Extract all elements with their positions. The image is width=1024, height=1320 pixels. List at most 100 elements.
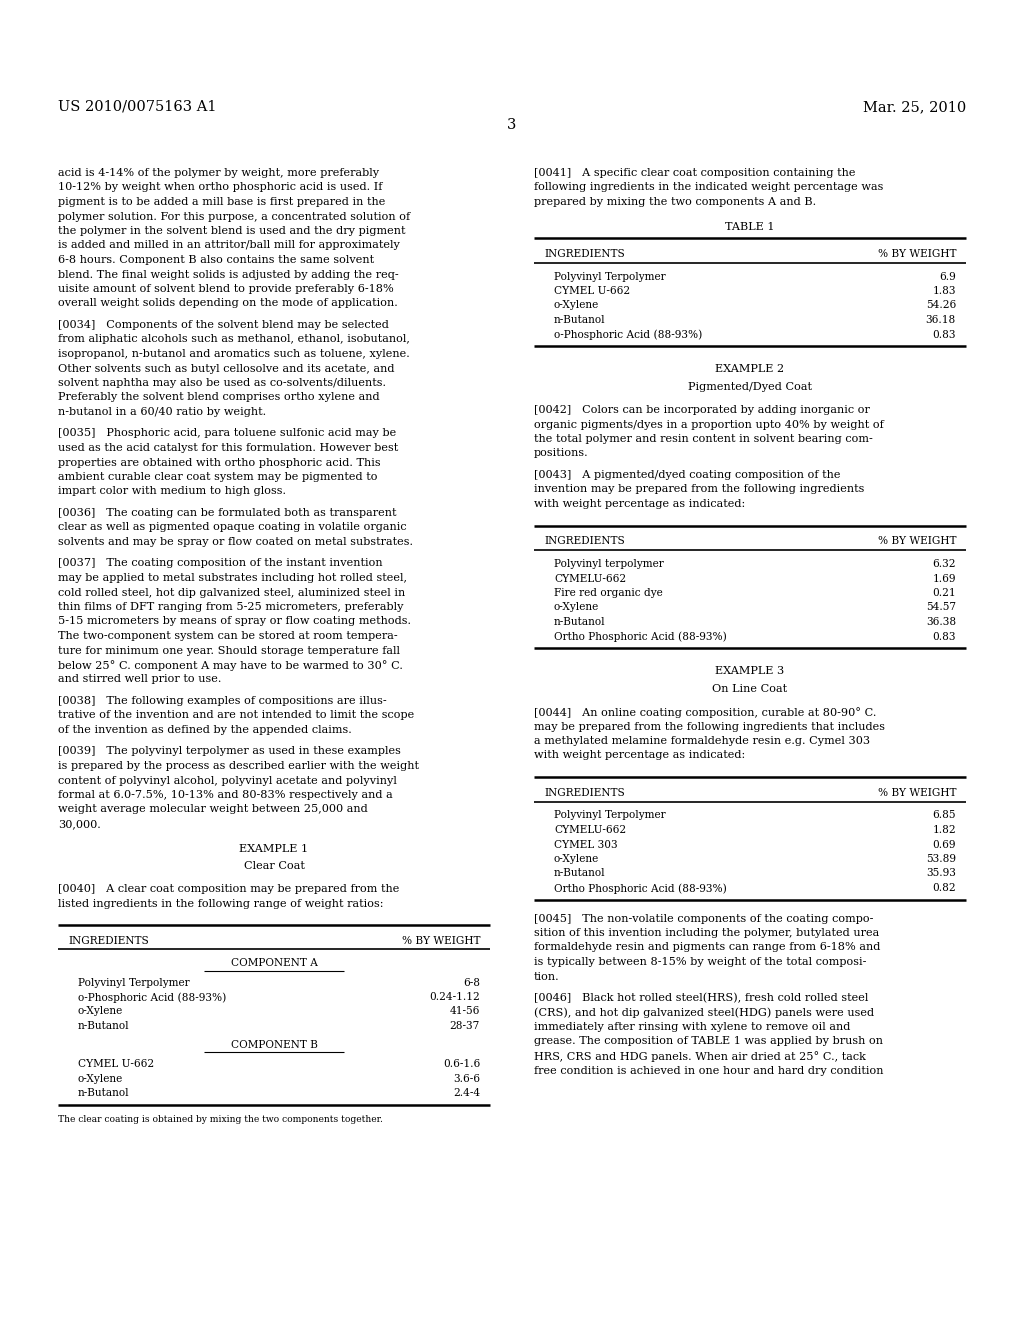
Text: Fire red organic dye: Fire red organic dye (554, 587, 663, 598)
Text: % BY WEIGHT: % BY WEIGHT (878, 536, 956, 546)
Text: isopropanol, n-butanol and aromatics such as toluene, xylene.: isopropanol, n-butanol and aromatics suc… (58, 348, 410, 359)
Text: 35.93: 35.93 (926, 869, 956, 879)
Text: 53.89: 53.89 (926, 854, 956, 865)
Text: n-Butanol: n-Butanol (78, 1088, 130, 1098)
Text: CYMELU-662: CYMELU-662 (554, 573, 626, 583)
Text: [0042]   Colors can be incorporated by adding inorganic or: [0042] Colors can be incorporated by add… (534, 405, 869, 414)
Text: formal at 6.0-7.5%, 10-13% and 80-83% respectively and a: formal at 6.0-7.5%, 10-13% and 80-83% re… (58, 789, 393, 800)
Text: 0.69: 0.69 (933, 840, 956, 850)
Text: 2.4-4: 2.4-4 (453, 1088, 480, 1098)
Text: free condition is achieved in one hour and hard dry condition: free condition is achieved in one hour a… (534, 1065, 884, 1076)
Text: [0035]   Phosphoric acid, para toluene sulfonic acid may be: [0035] Phosphoric acid, para toluene sul… (58, 429, 396, 438)
Text: CYMEL U-662: CYMEL U-662 (78, 1059, 155, 1069)
Text: tion.: tion. (534, 972, 560, 982)
Text: % BY WEIGHT: % BY WEIGHT (401, 936, 480, 945)
Text: CYMEL 303: CYMEL 303 (554, 840, 617, 850)
Text: 41-56: 41-56 (450, 1006, 480, 1016)
Text: pigment is to be added a mill base is first prepared in the: pigment is to be added a mill base is fi… (58, 197, 385, 207)
Text: the polymer in the solvent blend is used and the dry pigment: the polymer in the solvent blend is used… (58, 226, 406, 236)
Text: Polyvinyl Terpolymer: Polyvinyl Terpolymer (554, 810, 666, 821)
Text: CYMELU-662: CYMELU-662 (554, 825, 626, 836)
Text: positions.: positions. (534, 449, 589, 458)
Text: formaldehyde resin and pigments can range from 6-18% and: formaldehyde resin and pigments can rang… (534, 942, 881, 953)
Text: COMPONENT A: COMPONENT A (230, 958, 317, 968)
Text: Mar. 25, 2010: Mar. 25, 2010 (863, 100, 966, 114)
Text: o-Xylene: o-Xylene (78, 1006, 123, 1016)
Text: Ortho Phosphoric Acid (88-93%): Ortho Phosphoric Acid (88-93%) (554, 883, 727, 894)
Text: 54.26: 54.26 (926, 301, 956, 310)
Text: The two-component system can be stored at room tempera-: The two-component system can be stored a… (58, 631, 397, 642)
Text: immediately after rinsing with xylene to remove oil and: immediately after rinsing with xylene to… (534, 1022, 850, 1032)
Text: used as the acid catalyst for this formulation. However best: used as the acid catalyst for this formu… (58, 444, 398, 453)
Text: n-Butanol: n-Butanol (554, 869, 605, 879)
Text: acid is 4-14% of the polymer by weight, more preferably: acid is 4-14% of the polymer by weight, … (58, 168, 379, 178)
Text: 28-37: 28-37 (450, 1020, 480, 1031)
Text: [0044]   An online coating composition, curable at 80-90° C.: [0044] An online coating composition, cu… (534, 708, 877, 718)
Text: with weight percentage as indicated:: with weight percentage as indicated: (534, 751, 745, 760)
Text: 0.6-1.6: 0.6-1.6 (442, 1059, 480, 1069)
Text: cold rolled steel, hot dip galvanized steel, aluminized steel in: cold rolled steel, hot dip galvanized st… (58, 587, 406, 598)
Text: 36.18: 36.18 (926, 315, 956, 325)
Text: Polyvinyl Terpolymer: Polyvinyl Terpolymer (78, 978, 189, 987)
Text: invention may be prepared from the following ingredients: invention may be prepared from the follo… (534, 484, 864, 495)
Text: 3: 3 (507, 117, 517, 132)
Text: 0.83: 0.83 (933, 631, 956, 642)
Text: 30,000.: 30,000. (58, 818, 100, 829)
Text: INGREDIENTS: INGREDIENTS (68, 936, 148, 945)
Text: [0038]   The following examples of compositions are illus-: [0038] The following examples of composi… (58, 696, 387, 706)
Text: grease. The composition of TABLE 1 was applied by brush on: grease. The composition of TABLE 1 was a… (534, 1036, 883, 1047)
Text: 6.9: 6.9 (939, 272, 956, 281)
Text: EXAMPLE 2: EXAMPLE 2 (716, 364, 784, 374)
Text: 1.83: 1.83 (933, 286, 956, 296)
Text: 6-8 hours. Component B also contains the same solvent: 6-8 hours. Component B also contains the… (58, 255, 374, 265)
Text: 3.6-6: 3.6-6 (453, 1073, 480, 1084)
Text: solvent naphtha may also be used as co-solvents/diluents.: solvent naphtha may also be used as co-s… (58, 378, 386, 388)
Text: [0040]   A clear coat composition may be prepared from the: [0040] A clear coat composition may be p… (58, 884, 399, 895)
Text: INGREDIENTS: INGREDIENTS (544, 788, 625, 799)
Text: (CRS), and hot dip galvanized steel(HDG) panels were used: (CRS), and hot dip galvanized steel(HDG)… (534, 1007, 874, 1018)
Text: o-Xylene: o-Xylene (78, 1073, 123, 1084)
Text: and stirred well prior to use.: and stirred well prior to use. (58, 675, 221, 685)
Text: % BY WEIGHT: % BY WEIGHT (878, 249, 956, 259)
Text: a methylated melamine formaldehyde resin e.g. Cymel 303: a methylated melamine formaldehyde resin… (534, 737, 870, 746)
Text: Pigmented/Dyed Coat: Pigmented/Dyed Coat (688, 381, 812, 392)
Text: CYMEL U-662: CYMEL U-662 (554, 286, 630, 296)
Text: Clear Coat: Clear Coat (244, 861, 304, 871)
Text: below 25° C. component A may have to be warmed to 30° C.: below 25° C. component A may have to be … (58, 660, 402, 671)
Text: n-butanol in a 60/40 ratio by weight.: n-butanol in a 60/40 ratio by weight. (58, 407, 266, 417)
Text: EXAMPLE 3: EXAMPLE 3 (716, 667, 784, 676)
Text: [0037]   The coating composition of the instant invention: [0037] The coating composition of the in… (58, 558, 383, 569)
Text: The clear coating is obtained by mixing the two components together.: The clear coating is obtained by mixing … (58, 1114, 383, 1123)
Text: HRS, CRS and HDG panels. When air dried at 25° C., tack: HRS, CRS and HDG panels. When air dried … (534, 1051, 866, 1061)
Text: blend. The final weight solids is adjusted by adding the req-: blend. The final weight solids is adjust… (58, 269, 398, 280)
Text: n-Butanol: n-Butanol (554, 315, 605, 325)
Text: [0046]   Black hot rolled steel(HRS), fresh cold rolled steel: [0046] Black hot rolled steel(HRS), fres… (534, 993, 868, 1003)
Text: n-Butanol: n-Butanol (78, 1020, 130, 1031)
Text: o-Phosphoric Acid (88-93%): o-Phosphoric Acid (88-93%) (78, 993, 226, 1003)
Text: uisite amount of solvent blend to provide preferably 6-18%: uisite amount of solvent blend to provid… (58, 284, 394, 294)
Text: o-Xylene: o-Xylene (554, 602, 599, 612)
Text: 1.82: 1.82 (933, 825, 956, 836)
Text: may be applied to metal substrates including hot rolled steel,: may be applied to metal substrates inclu… (58, 573, 407, 583)
Text: [0045]   The non-volatile components of the coating compo-: [0045] The non-volatile components of th… (534, 913, 873, 924)
Text: o-Phosphoric Acid (88-93%): o-Phosphoric Acid (88-93%) (554, 330, 702, 341)
Text: 54.57: 54.57 (926, 602, 956, 612)
Text: properties are obtained with ortho phosphoric acid. This: properties are obtained with ortho phosp… (58, 458, 381, 467)
Text: prepared by mixing the two components A and B.: prepared by mixing the two components A … (534, 197, 816, 207)
Text: content of polyvinyl alcohol, polyvinyl acetate and polyvinyl: content of polyvinyl alcohol, polyvinyl … (58, 776, 397, 785)
Text: On Line Coat: On Line Coat (713, 684, 787, 693)
Text: US 2010/0075163 A1: US 2010/0075163 A1 (58, 100, 216, 114)
Text: INGREDIENTS: INGREDIENTS (544, 249, 625, 259)
Text: is added and milled in an attritor/ball mill for approximately: is added and milled in an attritor/ball … (58, 240, 400, 251)
Text: EXAMPLE 1: EXAMPLE 1 (240, 845, 308, 854)
Text: from aliphatic alcohols such as methanol, ethanol, isobutanol,: from aliphatic alcohols such as methanol… (58, 334, 410, 345)
Text: thin films of DFT ranging from 5-25 micrometers, preferably: thin films of DFT ranging from 5-25 micr… (58, 602, 403, 612)
Text: [0036]   The coating can be formulated both as transparent: [0036] The coating can be formulated bot… (58, 508, 396, 517)
Text: n-Butanol: n-Butanol (554, 616, 605, 627)
Text: clear as well as pigmented opaque coating in volatile organic: clear as well as pigmented opaque coatin… (58, 523, 407, 532)
Text: may be prepared from the following ingredients that includes: may be prepared from the following ingre… (534, 722, 885, 731)
Text: Other solvents such as butyl cellosolve and its acetate, and: Other solvents such as butyl cellosolve … (58, 363, 394, 374)
Text: TABLE 1: TABLE 1 (725, 222, 775, 231)
Text: Polyvinyl terpolymer: Polyvinyl terpolymer (554, 558, 664, 569)
Text: Polyvinyl Terpolymer: Polyvinyl Terpolymer (554, 272, 666, 281)
